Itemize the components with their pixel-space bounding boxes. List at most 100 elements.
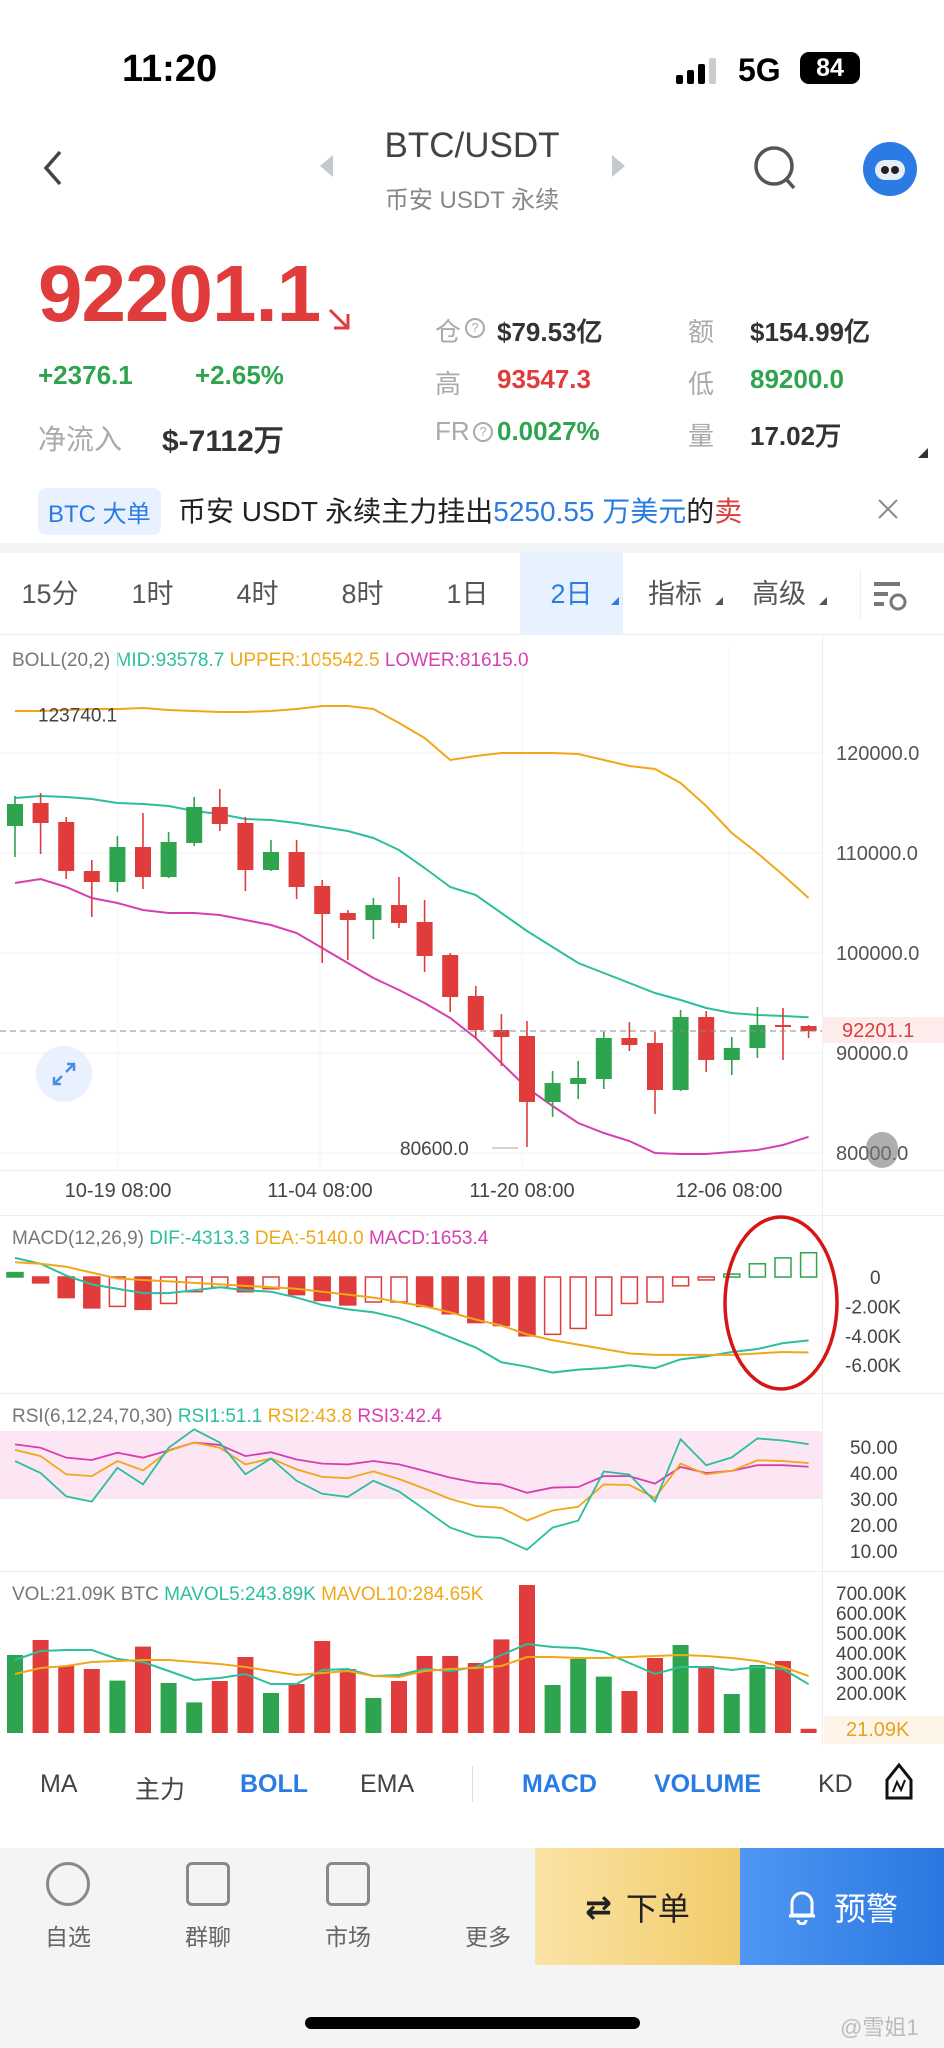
candle-up [186,807,203,843]
nav-item-0[interactable]: 自选 [28,1862,108,1952]
candle-up [544,1083,561,1102]
tab-4[interactable]: 1日 [415,553,520,635]
volume-bar [186,1702,203,1733]
tab-2[interactable]: 4时 [205,553,310,635]
nav-item-2[interactable]: 市场 [308,1862,388,1952]
volume-bar [7,1655,23,1733]
candle-up [672,1017,689,1090]
tab-6[interactable]: 指标 [623,553,727,635]
axis-divider [822,635,823,1745]
pair-title[interactable]: BTC/USDT [384,126,560,165]
order-button[interactable]: ⇄ 下单 [535,1848,740,1965]
tab-divider [860,570,861,620]
alert-label: 预警 [833,1890,898,1927]
nav-label: 群聊 [185,1924,231,1950]
indicator-macd[interactable]: MACD [522,1770,597,1798]
indicator-主力[interactable]: 主力 [135,1776,186,1804]
divider [0,543,944,553]
volume-bar [723,1694,740,1733]
tab-1[interactable]: 1时 [100,553,205,635]
help-icon[interactable]: ? [473,422,493,442]
rsi-tick-label: 30.00 [850,1490,898,1511]
macd-bar [108,1276,127,1308]
tab-0[interactable]: 15分 [0,553,100,635]
tab-label: 高级 [752,578,806,609]
macd-dif: DIF:-4313.3 [149,1228,250,1249]
search-button[interactable] [752,144,800,201]
rsi3: RSI3:42.4 [357,1406,442,1427]
bell-icon [788,1891,815,1925]
indicator-volume[interactable]: VOLUME [654,1770,761,1798]
nav-label: 市场 [325,1924,371,1950]
tab-7[interactable]: 高级 [727,553,831,635]
max-price-label: 123740.1 [38,706,117,727]
volume-bar [672,1645,689,1733]
scroll-latest-button[interactable] [866,1132,898,1168]
volume-bar [442,1656,459,1733]
more-sliders-icon [466,1862,510,1906]
macd-bar [159,1276,178,1305]
indicator-kd[interactable]: KD [818,1770,853,1798]
stat-value: $79.53亿 [497,317,603,347]
tab-3[interactable]: 8时 [310,553,415,635]
chat-icon [186,1862,230,1906]
help-icon[interactable]: ? [465,318,485,338]
assistant-avatar[interactable] [863,142,917,196]
tab-label: 4时 [236,578,279,609]
volume-bar [467,1663,484,1733]
indicator-ma[interactable]: MA [40,1770,78,1798]
caret-icon [611,596,619,605]
tab-5[interactable]: 2日 [520,552,623,635]
volume-bar [493,1639,510,1733]
signal-icon [676,58,716,84]
price-change: +2376.1 [38,360,133,390]
indicator-ema[interactable]: EMA [360,1770,415,1798]
candle-up [109,847,126,882]
mavol5-line [14,1642,810,1686]
search-icon [754,146,796,190]
macd-chart[interactable]: 0 -2.00K -4.00K -6.00K [0,1215,944,1395]
candle-down [314,886,331,914]
stat-value: $154.99亿 [750,317,870,347]
macd-bar [339,1276,357,1306]
candle-down [416,922,433,956]
indicator-boll[interactable]: BOLL [240,1770,309,1798]
candle-down [800,1026,817,1031]
rsi-tick-label: 20.00 [850,1516,898,1537]
boll-mid: MID:93578.7 [115,650,225,671]
candle-down [442,955,459,997]
x-tick-label: 10-19 08:00 [64,1180,172,1202]
fullscreen-button[interactable] [36,1046,92,1102]
nav-item-1[interactable]: 群聊 [168,1862,248,1952]
next-pair-button[interactable] [612,155,625,177]
close-news-icon[interactable] [876,497,900,521]
rsi2: RSI2:43.8 [267,1406,353,1427]
macd-bar [211,1276,229,1289]
news-text-c: 的 [686,496,715,527]
candle-down [83,871,100,882]
rsi-chart[interactable]: 50.00 40.00 30.00 20.00 10.00 [0,1400,944,1571]
prev-pair-button[interactable] [320,155,333,177]
alert-button[interactable]: 预警 [740,1848,944,1965]
macd-bar [697,1276,715,1281]
candle-up [570,1078,587,1084]
chart-settings-icon[interactable] [872,578,908,612]
nav-item-3[interactable]: 更多 [448,1862,528,1952]
highlight-circle [723,1215,839,1391]
tab-label: 1时 [131,578,174,609]
volume-bar [749,1665,766,1733]
market-chart-icon [326,1862,370,1906]
rsi-name: RSI(6,12,24,70,30) [12,1406,173,1427]
vol-tick-label: 400.00K [836,1644,907,1665]
expand-stats-icon[interactable] [918,448,928,458]
back-button[interactable] [38,148,68,188]
plus-circle-icon [46,1862,90,1906]
drawing-tool-icon[interactable] [884,1762,914,1802]
macd-bar [262,1276,280,1290]
volume-chart[interactable]: 700.00K600.00K500.00K400.00K300.00K200.0… [0,1572,944,1740]
news-text[interactable]: 币安 USDT 永续主力挂出5250.55 万美元的卖 [178,490,818,530]
candlestick-chart[interactable]: 120000.0110000.0100000.090000.080000.092… [0,645,944,1170]
news-side: 卖 [714,496,743,527]
network-type: 5G [738,52,781,88]
candle-up [160,842,177,877]
